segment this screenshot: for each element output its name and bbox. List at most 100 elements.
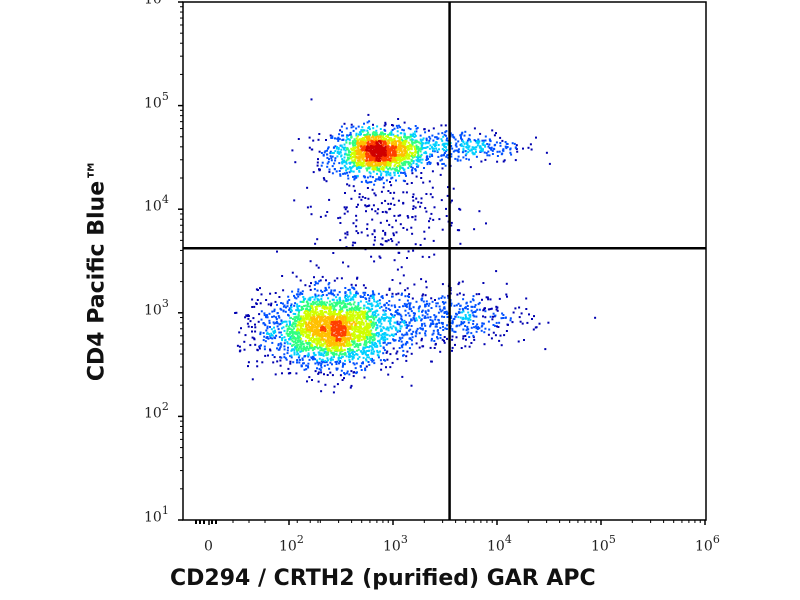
- data-point: [368, 120, 371, 123]
- data-point: [547, 321, 550, 324]
- data-point: [394, 163, 397, 166]
- data-point: [467, 331, 470, 334]
- data-point: [331, 292, 334, 295]
- data-point: [376, 212, 379, 215]
- data-point: [363, 341, 366, 344]
- data-point: [473, 326, 476, 329]
- data-point: [273, 356, 276, 359]
- data-point: [353, 340, 356, 343]
- data-point: [437, 333, 440, 336]
- data-point: [469, 149, 471, 152]
- data-point: [460, 133, 463, 136]
- data-point: [334, 159, 337, 162]
- data-point: [382, 313, 385, 316]
- data-point: [343, 331, 346, 334]
- data-point: [428, 135, 431, 138]
- data-point: [349, 386, 352, 389]
- data-point: [372, 292, 375, 295]
- data-point: [395, 231, 398, 234]
- data-point: [422, 146, 425, 149]
- data-point: [359, 306, 362, 309]
- data-point: [291, 149, 294, 152]
- data-point: [356, 318, 358, 321]
- data-point: [422, 300, 425, 303]
- data-point: [366, 159, 369, 162]
- data-point: [354, 306, 356, 309]
- data-point: [316, 303, 318, 306]
- data-point: [353, 337, 356, 340]
- data-point: [340, 337, 343, 340]
- data-point: [337, 344, 340, 347]
- data-point: [295, 309, 298, 312]
- data-point: [331, 342, 334, 345]
- data-point: [306, 354, 309, 357]
- data-point: [478, 293, 481, 296]
- data-point: [361, 140, 364, 143]
- data-point: [291, 332, 294, 335]
- data-point: [281, 321, 284, 324]
- data-point: [306, 329, 309, 332]
- data-point: [411, 143, 414, 146]
- data-point: [548, 162, 551, 165]
- data-point: [414, 169, 417, 172]
- data-point: [338, 326, 341, 328]
- data-point: [393, 191, 396, 194]
- data-point: [336, 343, 339, 346]
- data-point: [356, 140, 359, 143]
- data-point: [293, 316, 296, 319]
- data-point: [290, 335, 293, 337]
- data-point: [440, 321, 443, 324]
- data-point: [388, 289, 391, 291]
- data-point: [333, 345, 336, 348]
- data-point: [479, 149, 482, 152]
- data-point: [417, 164, 420, 167]
- data-point: [321, 161, 324, 164]
- data-point: [396, 350, 399, 353]
- data-point: [473, 338, 476, 341]
- data-point: [471, 298, 474, 301]
- data-point: [399, 214, 402, 217]
- data-point: [372, 166, 375, 169]
- data-point: [322, 313, 325, 316]
- data-point: [496, 306, 499, 309]
- data-point: [398, 148, 401, 151]
- data-point: [469, 300, 472, 303]
- data-point: [311, 357, 313, 360]
- data-point: [378, 341, 381, 344]
- data-point: [358, 193, 361, 196]
- data-point: [354, 241, 357, 244]
- data-point: [432, 332, 435, 335]
- data-point: [267, 333, 270, 335]
- data-point: [325, 139, 327, 141]
- data-point: [408, 148, 411, 151]
- data-point: [326, 349, 329, 352]
- data-point: [519, 320, 522, 323]
- data-point: [315, 314, 318, 317]
- data-point: [462, 310, 465, 313]
- data-point: [320, 331, 323, 334]
- data-point: [382, 186, 385, 189]
- data-point: [336, 151, 339, 154]
- data-point: [322, 338, 325, 341]
- data-point: [271, 341, 274, 344]
- data-point: [388, 300, 391, 303]
- data-point: [389, 164, 392, 167]
- data-point: [445, 310, 448, 313]
- data-point: [389, 174, 392, 177]
- data-point: [425, 286, 428, 289]
- data-point: [395, 166, 398, 169]
- data-point: [421, 294, 424, 297]
- data-point: [339, 222, 342, 224]
- data-point: [375, 178, 378, 181]
- data-point: [386, 164, 389, 166]
- data-point: [431, 333, 434, 336]
- data-point: [391, 154, 394, 157]
- data-point: [496, 150, 499, 153]
- data-point: [399, 126, 402, 129]
- data-point: [340, 317, 343, 319]
- data-point: [350, 136, 353, 139]
- data-point: [364, 334, 367, 336]
- data-point: [319, 317, 322, 320]
- data-point: [356, 330, 359, 333]
- data-point: [320, 344, 323, 347]
